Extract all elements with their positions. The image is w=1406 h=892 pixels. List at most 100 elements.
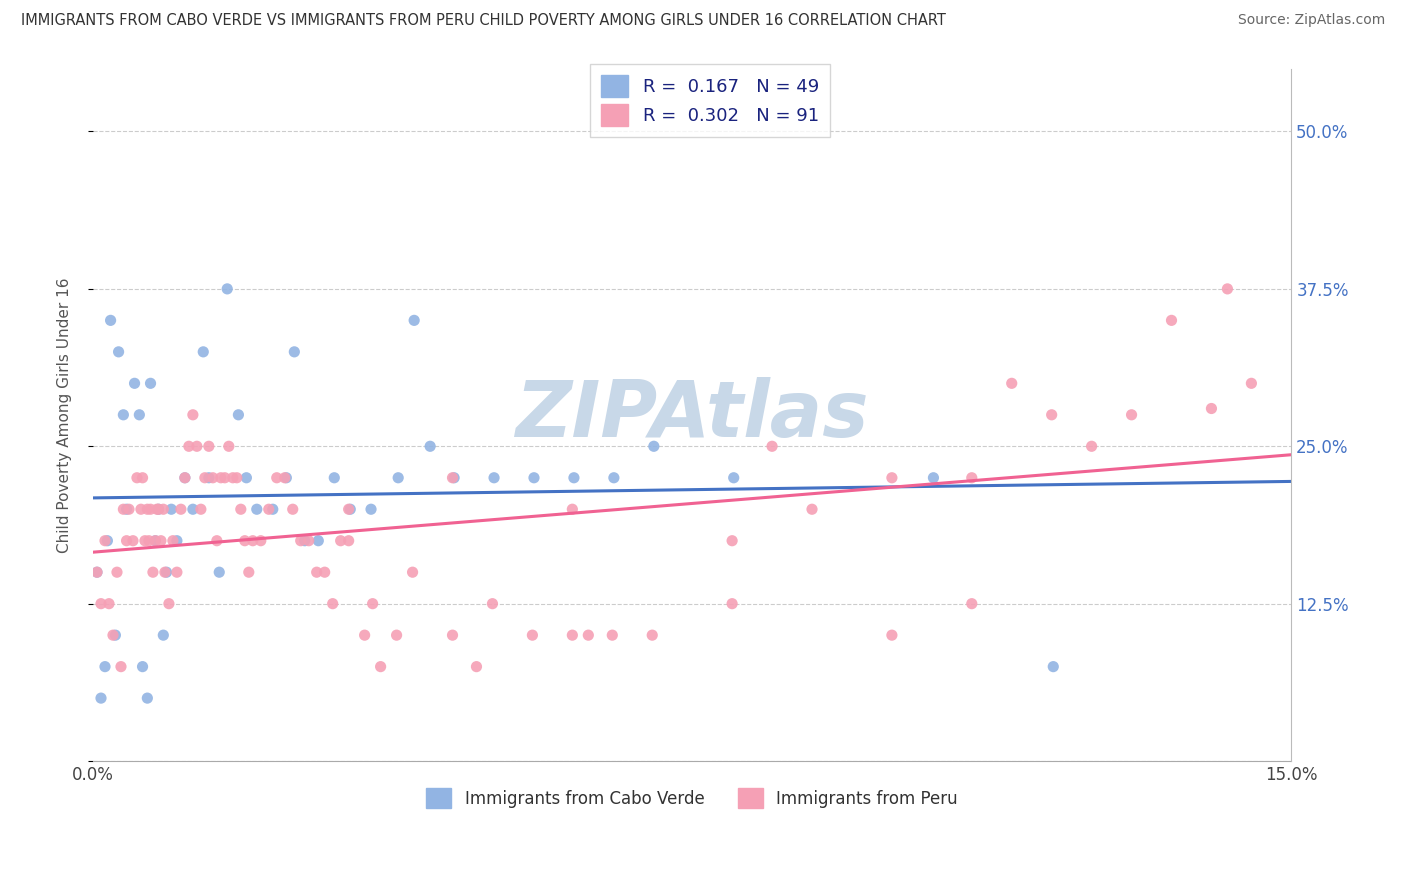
Point <box>112 502 135 516</box>
Point <box>115 533 138 548</box>
Point <box>209 471 232 485</box>
Point <box>370 659 392 673</box>
Point <box>294 533 316 548</box>
Point <box>218 439 240 453</box>
Point <box>481 597 503 611</box>
Point <box>208 565 231 579</box>
Point <box>233 533 256 548</box>
Point <box>115 502 138 516</box>
Point <box>186 439 208 453</box>
Point <box>124 376 146 391</box>
Point <box>118 502 141 516</box>
Point <box>298 533 321 548</box>
Point <box>305 565 328 579</box>
Point <box>228 408 250 422</box>
Point <box>246 502 269 516</box>
Point <box>801 502 824 516</box>
Point <box>181 408 204 422</box>
Point <box>100 313 122 327</box>
Point <box>201 471 224 485</box>
Point <box>337 533 360 548</box>
Point <box>1160 313 1182 327</box>
Point <box>1040 408 1063 422</box>
Point <box>404 313 426 327</box>
Point <box>721 597 744 611</box>
Text: ZIPAtlas: ZIPAtlas <box>516 376 869 453</box>
Point <box>166 565 188 579</box>
Point <box>170 502 193 516</box>
Point <box>249 533 271 548</box>
Point <box>242 533 264 548</box>
Point <box>721 533 744 548</box>
Point <box>603 471 626 485</box>
Point <box>90 691 112 706</box>
Point <box>152 628 174 642</box>
Point <box>283 344 305 359</box>
Point <box>136 502 159 516</box>
Point <box>107 344 129 359</box>
Point <box>960 597 983 611</box>
Point <box>131 471 153 485</box>
Point <box>143 533 166 548</box>
Point <box>166 533 188 548</box>
Point <box>104 628 127 642</box>
Point <box>482 471 505 485</box>
Point <box>205 533 228 548</box>
Point <box>105 565 128 579</box>
Point <box>155 565 177 579</box>
Point <box>142 565 165 579</box>
Point <box>1201 401 1223 416</box>
Point <box>266 471 288 485</box>
Point <box>274 471 297 485</box>
Point <box>643 439 665 453</box>
Point <box>222 471 245 485</box>
Point <box>152 502 174 516</box>
Point <box>238 565 260 579</box>
Point <box>922 471 945 485</box>
Point <box>523 471 546 485</box>
Point <box>880 471 903 485</box>
Point <box>443 471 465 485</box>
Point <box>576 628 599 642</box>
Point <box>190 502 212 516</box>
Point <box>441 628 464 642</box>
Point <box>257 502 280 516</box>
Point <box>1080 439 1102 453</box>
Point <box>561 628 583 642</box>
Point <box>143 533 166 548</box>
Point <box>160 502 183 516</box>
Point <box>94 533 117 548</box>
Point <box>360 502 382 516</box>
Point <box>101 628 124 642</box>
Point <box>139 502 162 516</box>
Point <box>262 502 284 516</box>
Point <box>138 533 160 548</box>
Point <box>153 565 176 579</box>
Point <box>339 502 361 516</box>
Point <box>723 471 745 485</box>
Point <box>880 628 903 642</box>
Text: Source: ZipAtlas.com: Source: ZipAtlas.com <box>1237 13 1385 28</box>
Point <box>214 471 236 485</box>
Point <box>193 344 215 359</box>
Point <box>290 533 312 548</box>
Point <box>323 471 346 485</box>
Point <box>385 628 408 642</box>
Point <box>177 439 200 453</box>
Point <box>307 533 329 548</box>
Point <box>361 597 384 611</box>
Point <box>86 565 108 579</box>
Point <box>146 502 169 516</box>
Point <box>322 597 344 611</box>
Point <box>276 471 298 485</box>
Point <box>600 628 623 642</box>
Point <box>465 659 488 673</box>
Point <box>561 502 583 516</box>
Point <box>94 659 117 673</box>
Point <box>960 471 983 485</box>
Point <box>198 439 221 453</box>
Point <box>110 659 132 673</box>
Point <box>314 565 336 579</box>
Point <box>1121 408 1143 422</box>
Point <box>173 471 195 485</box>
